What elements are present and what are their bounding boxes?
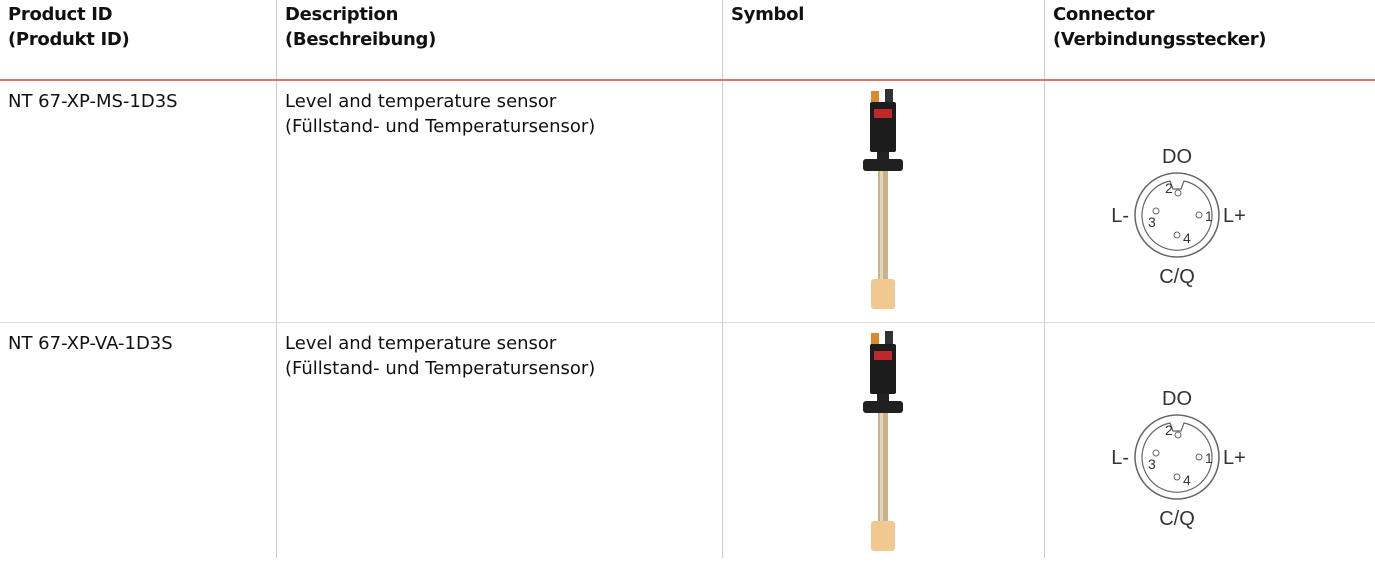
connector-label: L-: [1111, 205, 1129, 227]
connector-diagram: DO C/Q L- L+ 1 2 3 4: [1111, 146, 1246, 288]
symbol-cell: [722, 323, 1044, 558]
description-text: (Füllstand- und Temperatursensor): [285, 116, 596, 137]
connector-cell: DO C/Q L- L+ 1 2 3 4: [1044, 323, 1375, 558]
description-cell: Level and temperature sensor (Füllstand- …: [276, 323, 722, 558]
connector-label: DO: [1162, 146, 1192, 168]
pin-label: 2: [1165, 180, 1173, 196]
pin-label: 1: [1205, 208, 1213, 224]
pin-label: 2: [1165, 422, 1173, 438]
pin-label: 1: [1205, 450, 1213, 466]
sensor-image: [863, 331, 903, 551]
connector-cell: DO C/Q L- L+ 1 2 3 4: [1044, 81, 1375, 322]
description-text: (Füllstand- und Temperatursensor): [285, 358, 596, 379]
header-cell: Connector (Verbindungsstecker): [1044, 0, 1375, 80]
connector-label: C/Q: [1159, 508, 1195, 530]
product-id: NT 67-XP-VA-1D3S: [8, 333, 173, 354]
pin-label: 4: [1183, 230, 1191, 246]
header-cell: Symbol: [722, 0, 1044, 80]
header-rule: [0, 79, 1375, 81]
description-text: Level and temperature sensor: [285, 91, 557, 112]
row-rule: [0, 322, 1375, 323]
pin-label: 3: [1148, 214, 1156, 230]
symbol-cell: [722, 81, 1044, 322]
description-cell: Level and temperature sensor (Füllstand- …: [276, 81, 722, 322]
connector-label: L-: [1111, 447, 1129, 469]
pin-label: 4: [1183, 472, 1191, 488]
product-id: NT 67-XP-MS-1D3S: [8, 91, 178, 112]
header-text: (Produkt ID): [8, 29, 130, 50]
header-text: Description: [285, 4, 399, 25]
connector-diagram: DO C/Q L- L+ 1 2 3 4: [1111, 388, 1246, 530]
connector-label: DO: [1162, 388, 1192, 410]
header-text: Product ID: [8, 4, 113, 25]
header-text: Connector: [1053, 4, 1155, 25]
header-cell: Product ID (Produkt ID): [0, 0, 276, 80]
header-text: Symbol: [731, 4, 805, 25]
connector-label: C/Q: [1159, 266, 1195, 288]
sensor-image: [863, 89, 903, 309]
connector-label: L+: [1223, 205, 1246, 227]
header-cell: Description (Beschreibung): [276, 0, 722, 80]
product-id-cell: NT 67-XP-MS-1D3S: [0, 81, 276, 322]
product-id-cell: NT 67-XP-VA-1D3S: [0, 323, 276, 558]
description-text: Level and temperature sensor: [285, 333, 557, 354]
header-text: (Verbindungsstecker): [1053, 29, 1267, 50]
pin-label: 3: [1148, 456, 1156, 472]
header-text: (Beschreibung): [285, 29, 437, 50]
connector-label: L+: [1223, 447, 1246, 469]
